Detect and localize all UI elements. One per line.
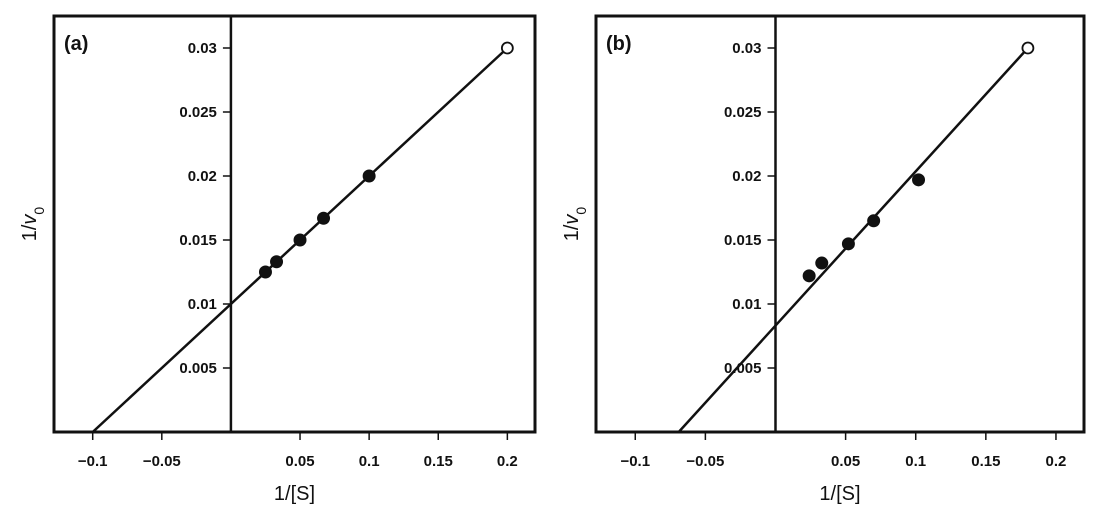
data-point: [293, 233, 307, 247]
panel-label: (a): [64, 33, 88, 55]
y-tick-label: 0.025: [724, 104, 762, 121]
x-tick-label: −0.05: [686, 453, 724, 470]
data-point: [815, 256, 829, 270]
y-tick-label: 0.01: [732, 296, 761, 313]
y-tick-label: 0.015: [724, 232, 762, 249]
x-tick-label: 0.05: [285, 453, 314, 470]
x-axis-title: 1/[S]: [819, 483, 860, 505]
y-tick-label: 0.025: [179, 104, 217, 121]
plot-frame: [52, 14, 537, 434]
plot-frame: [594, 14, 1086, 434]
extrapolated-point: [1021, 41, 1035, 55]
panel-b: −0.1 −0.05 0.05 0.1 0.15 0.20.0050.010.0150.0…: [561, 14, 1086, 505]
data-point: [912, 173, 926, 187]
data-point: [258, 265, 272, 279]
x-tick-label: 0.05: [831, 453, 860, 470]
x-tick-label: 0.2: [497, 453, 518, 470]
x-tick-label: 0.15: [424, 453, 453, 470]
y-tick-label: 0.005: [179, 360, 217, 377]
panel-label: (b): [606, 33, 632, 55]
y-axis-title: 1/v0: [19, 207, 47, 242]
data-point: [270, 255, 284, 269]
y-tick-label: 0.015: [179, 232, 217, 249]
data-point: [867, 214, 881, 228]
panel-a: −0.1 −0.05 0.05 0.1 0.15 0.2 0.005 0.01 0.015 0.0…: [19, 14, 537, 505]
y-axis-title: 1/v0: [561, 207, 589, 242]
x-axis-title: 1/[S]: [274, 483, 315, 505]
x-tick-label: 0.1: [905, 453, 926, 470]
x-tick-label: −0.1: [620, 453, 650, 470]
x-tick-label: −0.1: [78, 453, 108, 470]
y-tick-label: 0.03: [188, 40, 217, 57]
x-tick-label: 0.1: [359, 453, 380, 470]
data-point: [802, 269, 816, 283]
data-point: [841, 237, 855, 251]
extrapolated-point: [500, 41, 514, 55]
x-tick-label: −0.05: [143, 453, 181, 470]
y-tick-label: 0.03: [732, 40, 761, 57]
y-tick-label: 0.01: [188, 296, 217, 313]
y-tick-label: 0.02: [732, 168, 761, 185]
data-point: [317, 211, 331, 225]
x-tick-label: 0.2: [1046, 453, 1067, 470]
y-tick-label: 0.02: [188, 168, 217, 185]
data-point: [362, 169, 376, 183]
x-tick-label: 0.15: [971, 453, 1000, 470]
